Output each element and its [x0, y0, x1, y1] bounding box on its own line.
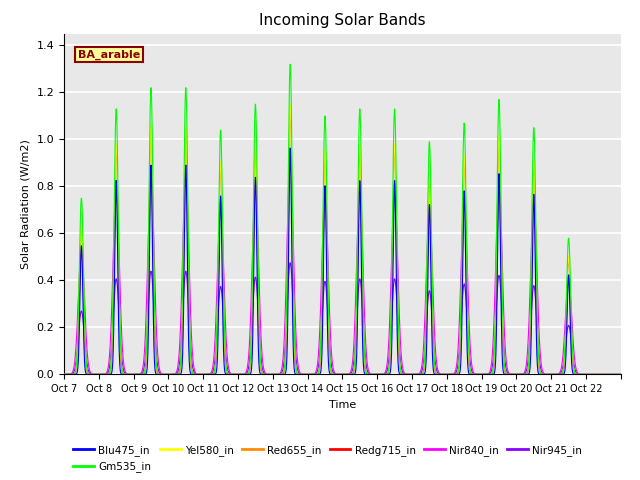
Text: BA_arable: BA_arable	[78, 49, 140, 60]
Y-axis label: Solar Radiation (W/m2): Solar Radiation (W/m2)	[21, 139, 31, 269]
X-axis label: Time: Time	[329, 400, 356, 409]
Legend: Blu475_in, Gm535_in, Yel580_in, Red655_in, Redg715_in, Nir840_in, Nir945_in: Blu475_in, Gm535_in, Yel580_in, Red655_i…	[69, 441, 586, 476]
Title: Incoming Solar Bands: Incoming Solar Bands	[259, 13, 426, 28]
